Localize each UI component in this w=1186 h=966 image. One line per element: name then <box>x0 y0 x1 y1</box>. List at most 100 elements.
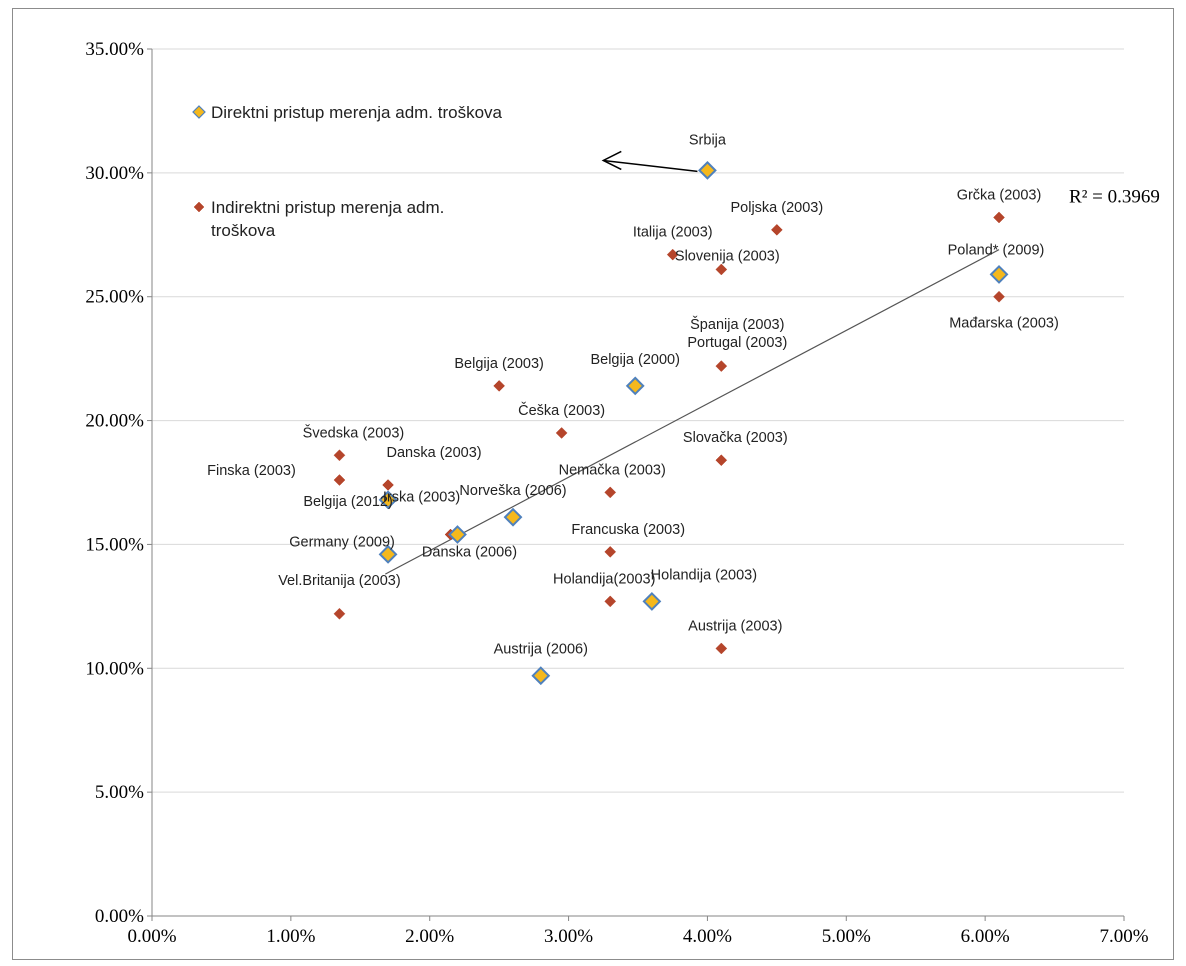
indirect-point-label: Belgija (2003) <box>454 356 543 372</box>
direct-point-label: Norveška (2006) <box>459 483 566 499</box>
indirect-point <box>715 360 728 372</box>
indirect-point-label: Španija (2003) Portugal (2003) <box>687 316 787 351</box>
indirect-point <box>993 290 1005 303</box>
label-line: Holandija (2003) <box>651 567 757 583</box>
indirect-point <box>333 607 346 620</box>
indirect-point-label: Italija (2003) <box>633 225 713 241</box>
indirect-point <box>333 474 346 486</box>
indirect-point-label: Danska (2003) <box>387 445 482 461</box>
indirect-point <box>333 449 346 462</box>
indirect-point-label: Slovačka (2003) <box>683 430 788 446</box>
indirect-point <box>604 486 617 499</box>
indirect-point <box>771 223 783 236</box>
point-labels: Srbija Poland* (2009) Belgija (2000) Belgij… <box>207 132 1059 657</box>
indirect-point-label: Finska (2003) <box>207 463 296 479</box>
legend: Direktni pristup merenja adm. troškova In… <box>211 103 503 240</box>
label-line: Belgija (2012) <box>303 494 392 510</box>
label-line: Italija (2003) <box>633 225 713 241</box>
label-line: Slovačka (2003) <box>683 430 788 446</box>
legend-indirect-marker <box>193 201 205 213</box>
y-tick-label: 15.00% <box>85 534 144 555</box>
y-tick-label: 10.00% <box>85 658 144 679</box>
x-tick-label: 3.00% <box>544 926 593 947</box>
direct-point <box>989 265 1009 284</box>
indirect-point-label: Vel.Britanija (2003) <box>278 573 401 589</box>
tick-labels: 0.00% 5.00% 10.00% 15.00% 20.00% 25.00% 30.00%… <box>85 39 1148 947</box>
direct-point-label: Belgija (2000) <box>590 352 679 368</box>
label-line: Belgija (2003) <box>454 356 543 372</box>
indirect-point-label: Švedska (2003) <box>303 424 405 441</box>
label-line: Grčka (2003) <box>957 187 1042 203</box>
y-tick-label: 5.00% <box>95 782 144 803</box>
legend-direct-marker <box>192 105 206 119</box>
y-tick-label: 0.00% <box>95 906 144 927</box>
arrow-line <box>603 159 698 173</box>
label-line: Mađarska (2003) <box>949 316 1059 332</box>
label-line: Portugal (2003) <box>687 335 787 351</box>
x-tick-label: 0.00% <box>127 926 176 947</box>
indirect-point-label: Holandija(2003) <box>553 571 655 587</box>
label-line: Španija (2003) <box>690 316 784 333</box>
label-line: Danska (2006) <box>422 545 517 561</box>
y-tick-label: 30.00% <box>85 163 144 184</box>
label-line: Finska (2003) <box>207 463 296 479</box>
indirect-point <box>604 595 617 608</box>
label-line: Danska (2003) <box>387 445 482 461</box>
label-line: Irska (2003) <box>383 490 460 506</box>
indirect-point <box>715 263 728 276</box>
direct-point <box>503 507 523 527</box>
chart-frame <box>12 8 1174 960</box>
indirect-point <box>715 642 728 655</box>
indirect-point-label: Češka (2003) <box>518 402 605 419</box>
label-line: Belgija (2000) <box>590 352 679 368</box>
direct-point-label: Srbija <box>689 132 727 148</box>
arrow-head <box>601 150 622 171</box>
legend-line: troškova <box>211 221 276 240</box>
x-tick-label: 7.00% <box>1099 926 1148 947</box>
data-points <box>192 105 1009 686</box>
indirect-point <box>993 211 1005 224</box>
r-squared-annotation: R² = 0.3969 <box>1069 187 1160 208</box>
trendline-group <box>384 249 1000 575</box>
indirect-point <box>493 380 505 392</box>
x-tick-label: 4.00% <box>683 926 732 947</box>
indirect-point-label: Poljska (2003) <box>731 200 824 216</box>
indirect-point <box>604 546 617 558</box>
indirect-point-label: Slovenija (2003) <box>675 248 780 264</box>
legend-direct-label: Direktni pristup merenja adm. troškova <box>211 103 503 122</box>
label-line: Francuska (2003) <box>571 522 685 538</box>
label-line: Poland* (2009) <box>948 242 1045 258</box>
label-line: Holandija(2003) <box>553 571 655 587</box>
label-line: Poljska (2003) <box>731 200 824 216</box>
direct-point <box>531 666 551 686</box>
direct-point <box>448 525 467 544</box>
y-tick-label: 25.00% <box>85 287 144 308</box>
legend-line: Indirektni pristup merenja adm. <box>211 198 444 217</box>
label-line: Germany (2009) <box>289 534 395 550</box>
label-line: Češka (2003) <box>518 402 605 419</box>
indirect-point-label: Mađarska (2003) <box>949 316 1059 332</box>
direct-point <box>625 376 645 396</box>
label-line: Srbija <box>689 132 727 148</box>
direct-point-label: Poland* (2009) <box>948 242 1045 258</box>
x-tick-label: 6.00% <box>961 926 1010 947</box>
indirect-point-label: Austrija (2003) <box>688 618 782 634</box>
y-tick-label: 20.00% <box>85 411 144 432</box>
label-line: Švedska (2003) <box>303 424 405 441</box>
indirect-point-label: Grčka (2003) <box>957 187 1042 203</box>
direct-point <box>698 160 717 180</box>
indirect-point-label: Nemačka (2003) <box>559 462 666 478</box>
label-line: Austrija (2006) <box>494 642 588 658</box>
legend-indirect-label: Indirektni pristup merenja adm. troškova <box>211 198 444 240</box>
indirect-point <box>666 248 679 261</box>
direct-point-label: Germany (2009) <box>289 534 395 550</box>
x-tick-label: 5.00% <box>822 926 871 947</box>
gridlines <box>152 48 1124 793</box>
x-tick-label: 2.00% <box>405 926 454 947</box>
label-line: Norveška (2006) <box>459 483 566 499</box>
direct-point-label: Belgija (2012) <box>303 494 392 510</box>
indirect-point-label: Francuska (2003) <box>571 522 685 538</box>
direct-point-label: Holandija (2003) <box>651 567 757 583</box>
direct-point <box>378 544 398 564</box>
